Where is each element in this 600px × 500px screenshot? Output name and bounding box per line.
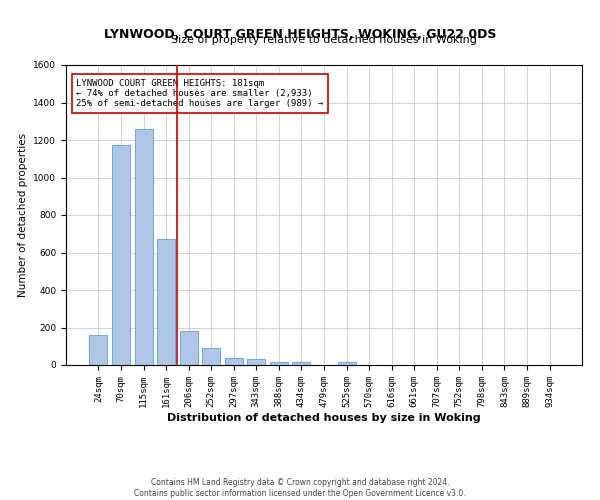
Bar [157,240,175,365]
Bar [225,358,243,365]
Bar [179,331,198,365]
Title: Size of property relative to detached houses in Woking: Size of property relative to detached ho… [171,35,477,45]
Text: Contains HM Land Registry data © Crown copyright and database right 2024.
Contai: Contains HM Land Registry data © Crown c… [134,478,466,498]
Y-axis label: Number of detached properties: Number of detached properties [18,133,28,297]
Bar [112,144,130,365]
Bar [202,348,220,365]
Bar [292,362,310,365]
Bar [247,360,265,365]
Bar [270,362,288,365]
Bar [89,335,107,365]
Text: LYNWOOD, COURT GREEN HEIGHTS, WOKING, GU22 0DS: LYNWOOD, COURT GREEN HEIGHTS, WOKING, GU… [104,28,496,40]
X-axis label: Distribution of detached houses by size in Woking: Distribution of detached houses by size … [167,412,481,422]
Bar [338,362,356,365]
Text: LYNWOOD COURT GREEN HEIGHTS: 181sqm
← 74% of detached houses are smaller (2,933): LYNWOOD COURT GREEN HEIGHTS: 181sqm ← 74… [76,78,323,108]
Bar [134,128,152,365]
